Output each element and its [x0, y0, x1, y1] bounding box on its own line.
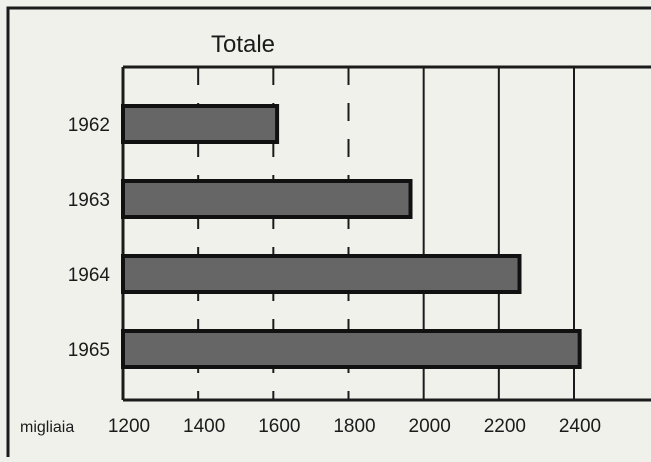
chart-title: Totale	[211, 31, 275, 58]
bar-1962	[121, 104, 280, 144]
x-tick-label-1800: 1800	[333, 416, 375, 437]
x-tick-label-1400: 1400	[183, 416, 225, 437]
bar-1963	[121, 179, 413, 219]
category-label-1965: 1965	[68, 340, 110, 361]
x-tick-label-1200: 1200	[108, 416, 150, 437]
category-label-1964: 1964	[68, 265, 111, 286]
x-tick-label-2200: 2200	[484, 416, 526, 437]
outer-border	[6, 6, 651, 462]
x-axis-unit-label: migliaia	[20, 419, 74, 436]
category-label-1963: 1963	[68, 190, 110, 211]
labels: 1962 1963 1964 1965 1200 1400 1600 1800 2000 2200…	[68, 115, 601, 437]
x-tick-label-1600: 1600	[258, 416, 300, 437]
x-tick-label-2000: 2000	[409, 416, 451, 437]
chart-frame	[6, 6, 651, 462]
category-label-1962: 1962	[68, 115, 110, 136]
x-tick-label-2400: 2400	[559, 416, 601, 437]
bar-1964	[121, 254, 522, 294]
bar-1965	[121, 329, 582, 369]
bars	[121, 104, 582, 369]
